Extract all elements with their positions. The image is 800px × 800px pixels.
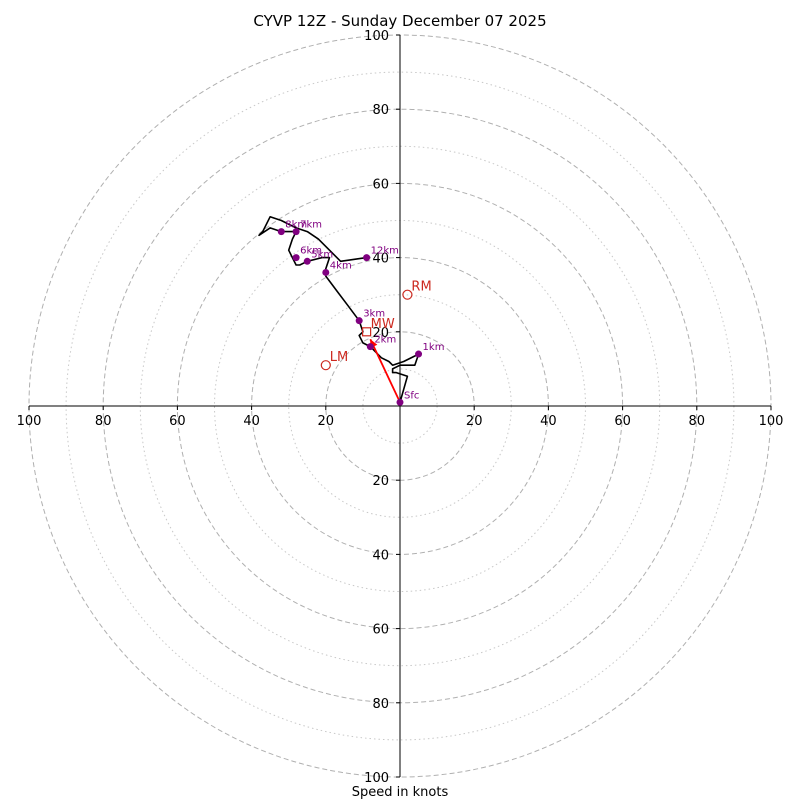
height-marker-label: 12km <box>371 246 399 257</box>
y-tick-label: 80 <box>372 103 389 118</box>
height-marker-label: 8km <box>285 220 307 231</box>
axes <box>29 35 771 777</box>
y-tick-label: 40 <box>372 548 389 563</box>
height-marker-point <box>415 350 423 358</box>
x-tick-label: 60 <box>169 414 186 429</box>
storm-motion-point <box>402 289 413 300</box>
height-marker-label: 6km <box>300 246 322 257</box>
y-tick-label: 60 <box>372 177 389 192</box>
height-marker-point <box>366 343 374 351</box>
height-marker-point <box>396 398 404 406</box>
mean-wind-arrow-line <box>369 338 401 403</box>
y-tick-label: 40 <box>372 252 389 267</box>
height-marker-label: 7km <box>300 220 322 231</box>
storm-motion-markers: RM LM MW <box>320 280 432 371</box>
height-marker-label: 3km <box>363 309 385 320</box>
x-tick-label: 100 <box>17 414 42 429</box>
storm-motion-label: MW <box>371 317 395 332</box>
wind-trace <box>258 216 420 403</box>
height-marker-point <box>292 254 300 262</box>
x-tick-label: 60 <box>614 414 631 429</box>
x-tick-label: 80 <box>95 414 112 429</box>
height-marker-point <box>355 317 363 325</box>
y-tick-label: 20 <box>372 474 389 489</box>
height-marker-point <box>303 257 311 265</box>
height-marker-label: Sfc <box>404 390 419 401</box>
height-marker-point <box>277 228 285 236</box>
height-marker-label: 4km <box>330 260 352 271</box>
height-marker-point <box>292 228 300 236</box>
chart-title: CYVP 12Z - Sunday December 07 2025 <box>253 12 546 30</box>
height-marker-label: 1km <box>423 342 445 353</box>
mean-wind-marker <box>362 327 372 337</box>
y-tick-label: 60 <box>372 623 389 638</box>
y-tick-label: 80 <box>372 697 389 712</box>
height-marker-point <box>363 254 371 262</box>
storm-motion-point <box>320 360 331 371</box>
storm-motion-label: RM <box>411 280 431 295</box>
mean-wind-arrow <box>369 338 401 403</box>
tick-labels: 20 20 20 20 40 40 40 40 60 60 60 60 80 80 80 80 100 100 10… <box>17 29 784 786</box>
height-marker-point <box>322 268 330 276</box>
x-axis-label: Speed in knots <box>352 785 449 800</box>
height-marker-label: 2km <box>374 335 396 346</box>
x-tick-label: 40 <box>243 414 260 429</box>
height-marker-label: 5km <box>311 249 333 260</box>
y-tick-label: 20 <box>372 326 389 341</box>
x-tick-label: 100 <box>759 414 784 429</box>
x-tick-label: 20 <box>466 414 483 429</box>
x-tick-label: 20 <box>318 414 335 429</box>
storm-motion-label: LM <box>330 350 348 365</box>
y-tick-label: 100 <box>364 29 389 44</box>
x-tick-label: 40 <box>540 414 557 429</box>
wind-trace-line <box>258 216 420 403</box>
x-tick-label: 80 <box>689 414 706 429</box>
y-tick-label: 100 <box>364 771 389 786</box>
